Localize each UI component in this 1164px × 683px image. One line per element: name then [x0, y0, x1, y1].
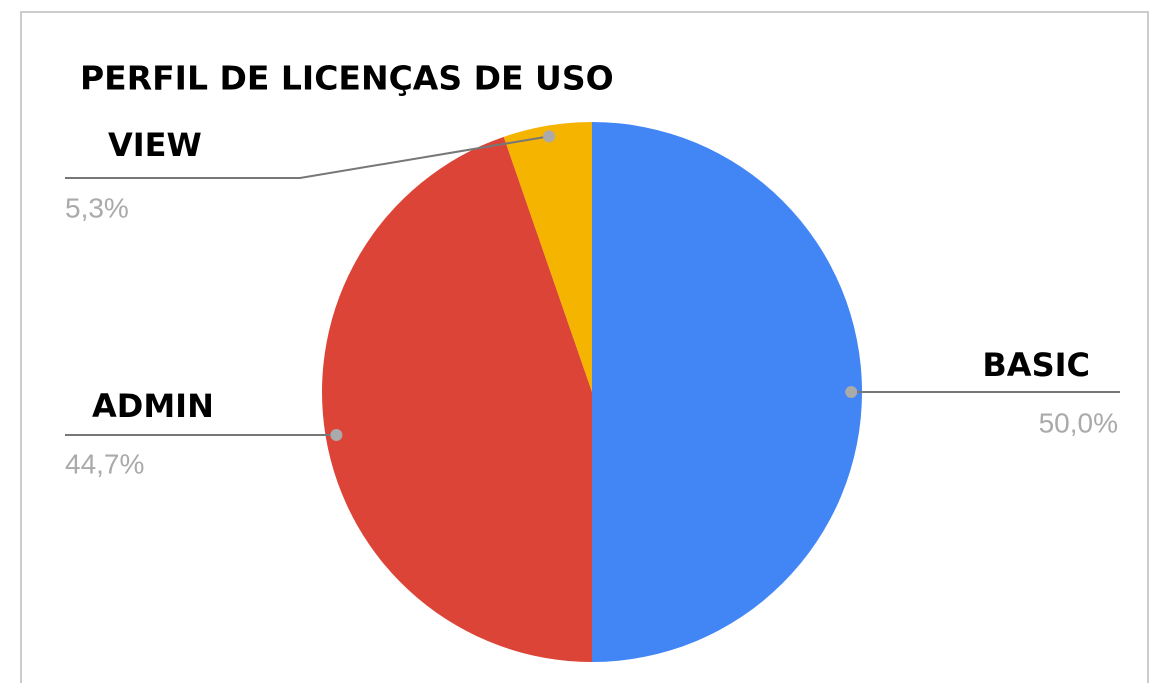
pie-slice — [322, 136, 592, 662]
value-label: 44,7% — [65, 448, 144, 479]
leader-dot — [330, 428, 343, 441]
chart-title: PERFIL DE LICENÇAS DE USO — [80, 59, 614, 98]
leader-line — [65, 135, 550, 179]
slice-label: VIEW — [108, 126, 202, 164]
pie-slice — [592, 122, 862, 662]
value-label: 50,0% — [1039, 407, 1118, 438]
value-label: 5,3% — [65, 192, 129, 223]
leader-dot — [543, 130, 556, 143]
frame — [20, 11, 1149, 683]
slice-label: ADMIN — [92, 387, 214, 425]
leader-dot — [845, 386, 858, 398]
slice-label: BASIC — [982, 346, 1090, 384]
pie-slice — [503, 122, 592, 392]
